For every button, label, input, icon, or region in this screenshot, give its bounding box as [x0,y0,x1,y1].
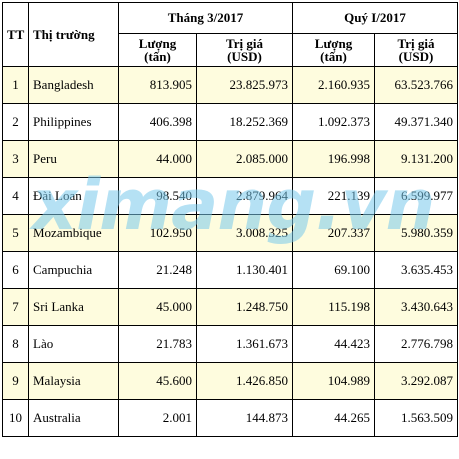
header-tt: TT [2,2,29,67]
table-header: TT Thị trường Tháng 3/2017 Quý I/2017 Lư… [2,2,459,67]
cell-month-qty: 45.600 [118,362,197,400]
table-row: 6 Campuchia 21.248 1.130.401 69.100 3.63… [2,251,459,289]
val-label: Trị giá [226,36,263,51]
cell-month-val: 18.252.369 [196,103,293,141]
cell-month-val: 1.426.850 [196,362,293,400]
table-row: 2 Philippines 406.398 18.252.369 1.092.3… [2,103,459,141]
cell-month-val: 1.130.401 [196,251,293,289]
cell-market: Sri Lanka [28,288,119,326]
cell-quarter-val: 63.523.766 [373,66,459,104]
cell-month-val: 23.825.973 [196,66,293,104]
cell-month-val: 2.879.964 [196,177,293,215]
header-month-qty: Lượng (tấn) [118,33,197,67]
table-row: 8 Lào 21.783 1.361.673 44.423 2.776.798 [2,325,459,363]
table-row: 10 Australia 2.001 144.873 44.265 1.563.… [2,399,459,437]
cell-market: Malaysia [28,362,119,400]
val-label: Trị giá [397,36,435,51]
cell-quarter-qty: 196.998 [292,140,375,178]
cell-month-qty: 98.540 [118,177,197,215]
cell-quarter-qty: 2.160.935 [292,66,375,104]
cell-quarter-val: 3.430.643 [373,288,459,326]
cell-month-val: 1.361.673 [196,325,293,363]
cell-month-qty: 21.248 [118,251,197,289]
cell-quarter-val: 5.980.359 [373,214,459,252]
table-row: 9 Malaysia 45.600 1.426.850 104.989 3.29… [2,362,459,400]
cell-month-qty: 44.000 [118,140,197,178]
cell-tt: 4 [2,177,29,215]
cell-tt: 3 [2,140,29,178]
cell-month-val: 1.248.750 [196,288,293,326]
qty-label: Lượng [138,36,177,51]
cell-month-qty: 45.000 [118,288,197,326]
cell-quarter-qty: 115.198 [292,288,375,326]
table-row: 7 Sri Lanka 45.000 1.248.750 115.198 3.4… [2,288,459,326]
cell-tt: 8 [2,325,29,363]
cell-tt: 9 [2,362,29,400]
cell-market: Campuchia [28,251,119,289]
cell-quarter-qty: 207.337 [292,214,375,252]
cell-quarter-val: 1.563.509 [373,399,459,437]
header-period-quarter: Quý I/2017 [291,2,459,34]
cell-month-qty: 406.398 [118,103,197,141]
val-unit: (USD) [227,49,262,64]
cell-tt: 5 [2,214,29,252]
cell-market: Lào [28,325,119,363]
cell-month-qty: 2.001 [118,399,197,437]
cell-quarter-val: 2.776.798 [373,325,459,363]
table-row: 1 Bangladesh 813.905 23.825.973 2.160.93… [2,66,459,104]
table-body: 1 Bangladesh 813.905 23.825.973 2.160.93… [2,66,459,437]
header-quarter-qty: Lượng (tấn) [292,33,375,67]
table-row: 5 Mozambique 102.950 3.008.325 207.337 5… [2,214,459,252]
header-period-month: Tháng 3/2017 [118,2,293,34]
qty-label: Lượng [314,36,353,51]
header-market: Thị trường [28,2,119,67]
rice-export-table: TT Thị trường Tháng 3/2017 Quý I/2017 Lư… [2,2,459,437]
cell-quarter-qty: 44.265 [292,399,375,437]
cell-quarter-qty: 221.139 [292,177,375,215]
cell-tt: 10 [2,399,29,437]
cell-tt: 1 [2,66,29,104]
cell-tt: 6 [2,251,29,289]
cell-market: Philippines [28,103,119,141]
qty-unit: (tấn) [320,49,347,64]
cell-market: Australia [28,399,119,437]
cell-quarter-val: 6.599.977 [373,177,459,215]
cell-quarter-val: 9.131.200 [373,140,459,178]
header-row-sub: Lượng (tấn) Trị giá (USD) Lượng (tấn) Trị g… [3,33,459,67]
cell-month-qty: 102.950 [118,214,197,252]
cell-market: Mozambique [28,214,119,252]
table-row: 3 Peru 44.000 2.085.000 196.998 9.131.20… [2,140,459,178]
cell-month-qty: 21.783 [118,325,197,363]
cell-quarter-qty: 104.989 [292,362,375,400]
cell-month-val: 2.085.000 [196,140,293,178]
cell-tt: 7 [2,288,29,326]
cell-month-val: 3.008.325 [196,214,293,252]
cell-quarter-val: 49.371.340 [373,103,459,141]
cell-quarter-val: 3.635.453 [373,251,459,289]
cell-quarter-qty: 1.092.373 [292,103,375,141]
header-quarter-val: Trị giá (USD) [373,33,459,67]
cell-quarter-val: 3.292.087 [373,362,459,400]
cell-quarter-qty: 44.423 [292,325,375,363]
qty-unit: (tấn) [144,49,171,64]
table-row: 4 Đài Loan 98.540 2.879.964 221.139 6.59… [2,177,459,215]
header-month-val: Trị giá (USD) [196,33,293,67]
cell-month-val: 144.873 [196,399,293,437]
cell-market: Bangladesh [28,66,119,104]
header-row-top: TT Thị trường Tháng 3/2017 Quý I/2017 [2,2,459,67]
cell-market: Peru [28,140,119,178]
val-unit: (USD) [398,49,434,64]
cell-quarter-qty: 69.100 [292,251,375,289]
cell-tt: 2 [2,103,29,141]
cell-market: Đài Loan [28,177,119,215]
cell-month-qty: 813.905 [118,66,197,104]
